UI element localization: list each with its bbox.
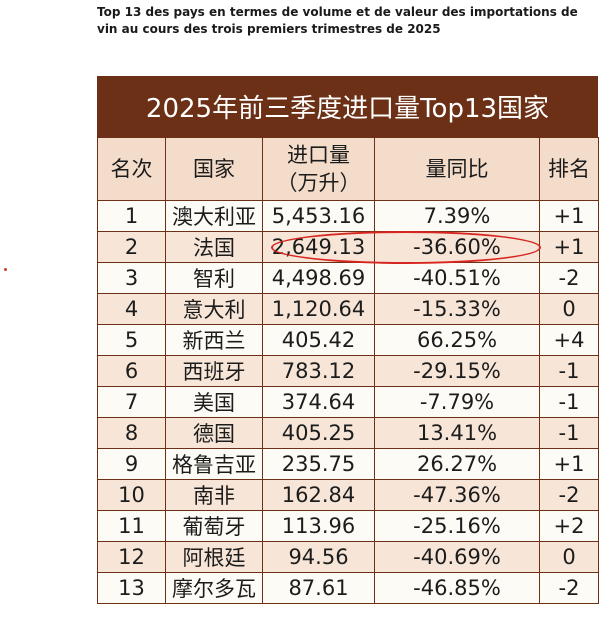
cell-country: 法国 [165, 231, 263, 263]
header-change: 排名 [539, 137, 599, 201]
cell-change: 0 [539, 541, 599, 573]
table-body: 1 澳大利亚 5,453.16 7.39% +1 2 法国 2,649.13 -36.60% +1… [97, 200, 599, 604]
table-row: 10 南非 162.84 -47.36% -2 [97, 479, 599, 511]
header-rank: 名次 [97, 137, 166, 201]
table-row: 4 意大利 1,120.64 -15.33% 0 [97, 293, 599, 325]
cell-change: +1 [539, 200, 599, 232]
header-yoy: 量同比 [374, 137, 540, 201]
cell-volume: 4,498.69 [262, 262, 375, 294]
cell-country: 摩尔多瓦 [165, 572, 263, 604]
cell-rank: 13 [97, 572, 166, 604]
cell-country: 德国 [165, 417, 263, 449]
cell-yoy: -36.60% [374, 231, 540, 263]
table-row: 13 摩尔多瓦 87.61 -46.85% -2 [97, 572, 599, 604]
cell-yoy: -7.79% [374, 386, 540, 418]
cell-yoy: 7.39% [374, 200, 540, 232]
cell-volume: 405.42 [262, 324, 375, 356]
cell-change: +1 [539, 231, 599, 263]
cell-yoy: -15.33% [374, 293, 540, 325]
cell-volume: 1,120.64 [262, 293, 375, 325]
cell-volume: 94.56 [262, 541, 375, 573]
table-row: 9 格鲁吉亚 235.75 26.27% +1 [97, 448, 599, 480]
cell-yoy: 13.41% [374, 417, 540, 449]
cell-yoy: -46.85% [374, 572, 540, 604]
cell-country: 澳大利亚 [165, 200, 263, 232]
cell-yoy: -40.69% [374, 541, 540, 573]
table-row: 3 智利 4,498.69 -40.51% -2 [97, 262, 599, 294]
cell-volume: 113.96 [262, 510, 375, 542]
cell-rank: 5 [97, 324, 166, 356]
cell-rank: 7 [97, 386, 166, 418]
header-country: 国家 [165, 137, 263, 201]
cell-change: -1 [539, 386, 599, 418]
cell-rank: 9 [97, 448, 166, 480]
header-row: 名次 国家 进口量 （万升） 量同比 排名 [97, 137, 599, 201]
cell-yoy: -47.36% [374, 479, 540, 511]
cell-rank: 3 [97, 262, 166, 294]
table-row: 7 美国 374.64 -7.79% -1 [97, 386, 599, 418]
header-volume: 进口量 （万升） [262, 137, 375, 201]
cell-change: -2 [539, 479, 599, 511]
cell-change: -2 [539, 262, 599, 294]
cell-rank: 12 [97, 541, 166, 573]
table-row: 8 德国 405.25 13.41% -1 [97, 417, 599, 449]
cell-volume: 783.12 [262, 355, 375, 387]
cell-change: -2 [539, 572, 599, 604]
cell-country: 智利 [165, 262, 263, 294]
cell-volume: 405.25 [262, 417, 375, 449]
table-row: 5 新西兰 405.42 66.25% +4 [97, 324, 599, 356]
table-row: 11 葡萄牙 113.96 -25.16% +2 [97, 510, 599, 542]
cell-volume: 87.61 [262, 572, 375, 604]
cell-yoy: 26.27% [374, 448, 540, 480]
cell-country: 美国 [165, 386, 263, 418]
data-table: 名次 国家 进口量 （万升） 量同比 排名 1 澳大利亚 5,453.16 7.39%… [97, 137, 599, 604]
cell-rank: 2 [97, 231, 166, 263]
cell-volume: 162.84 [262, 479, 375, 511]
table-row: 1 澳大利亚 5,453.16 7.39% +1 [97, 200, 599, 232]
red-dot-mark [4, 268, 7, 271]
cell-change: -1 [539, 355, 599, 387]
cell-yoy: -25.16% [374, 510, 540, 542]
cell-volume: 5,453.16 [262, 200, 375, 232]
cell-change: 0 [539, 293, 599, 325]
cell-rank: 4 [97, 293, 166, 325]
cell-yoy: 66.25% [374, 324, 540, 356]
cell-volume: 2,649.13 [262, 231, 375, 263]
table-row: 2 法国 2,649.13 -36.60% +1 [97, 231, 599, 263]
cell-country: 西班牙 [165, 355, 263, 387]
cell-rank: 8 [97, 417, 166, 449]
cell-rank: 6 [97, 355, 166, 387]
cell-country: 新西兰 [165, 324, 263, 356]
cell-country: 南非 [165, 479, 263, 511]
cell-country: 阿根廷 [165, 541, 263, 573]
cell-yoy: -40.51% [374, 262, 540, 294]
cell-change: +4 [539, 324, 599, 356]
page-caption: Top 13 des pays en termes de volume et d… [97, 5, 578, 36]
table-title: 2025年前三季度进口量Top13国家 [97, 76, 598, 137]
table-row: 6 西班牙 783.12 -29.15% -1 [97, 355, 599, 387]
cell-rank: 1 [97, 200, 166, 232]
cell-change: +2 [539, 510, 599, 542]
cell-change: +1 [539, 448, 599, 480]
table-row: 12 阿根廷 94.56 -40.69% 0 [97, 541, 599, 573]
cell-volume: 374.64 [262, 386, 375, 418]
cell-country: 格鲁吉亚 [165, 448, 263, 480]
cell-country: 葡萄牙 [165, 510, 263, 542]
cell-country: 意大利 [165, 293, 263, 325]
import-ranking-table: 2025年前三季度进口量Top13国家 名次 国家 进口量 （万升） 量同比 排… [97, 76, 599, 604]
cell-yoy: -29.15% [374, 355, 540, 387]
cell-rank: 11 [97, 510, 166, 542]
cell-volume: 235.75 [262, 448, 375, 480]
cell-rank: 10 [97, 479, 166, 511]
cell-change: -1 [539, 417, 599, 449]
